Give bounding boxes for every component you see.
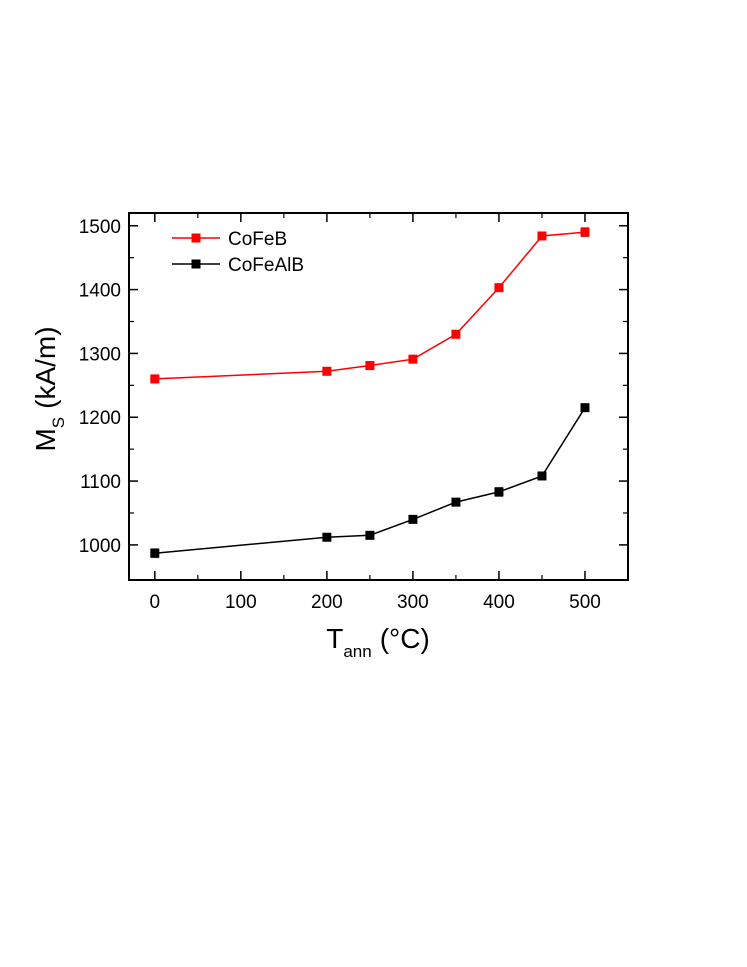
data-point-cofeb bbox=[408, 354, 418, 364]
data-point-cofealb bbox=[580, 403, 590, 413]
series-line-cofeb bbox=[154, 231, 586, 380]
x-tick-label: 0 bbox=[150, 592, 161, 613]
data-point-cofealb bbox=[537, 471, 547, 481]
x-tick-label: 200 bbox=[311, 592, 343, 613]
x-axis-title-main: T bbox=[326, 623, 343, 654]
x-tick-label: 400 bbox=[483, 592, 515, 613]
legend-label-cofeb: CoFeB bbox=[228, 229, 287, 250]
x-tick-label: 100 bbox=[225, 592, 257, 613]
data-point-cofeb bbox=[537, 231, 547, 241]
data-point-cofealb bbox=[494, 487, 504, 497]
plot-area bbox=[128, 212, 629, 581]
y-tick-label: 1100 bbox=[80, 472, 121, 493]
y-tick-label: 1000 bbox=[79, 536, 121, 557]
y-tick-label: 1300 bbox=[79, 344, 121, 365]
data-point-cofeb bbox=[322, 366, 332, 376]
data-point-cofeb bbox=[365, 361, 375, 371]
data-point-cofeb bbox=[451, 329, 461, 339]
data-point-cofealb bbox=[365, 530, 375, 540]
axes: 0 100 200 300 400 500 1000 1100 1200 1300 1400 1500 bbox=[79, 213, 628, 613]
series bbox=[150, 227, 590, 559]
data-point-cofeb bbox=[494, 283, 504, 293]
data-point-cofealb bbox=[150, 548, 160, 558]
series-line-cofealb bbox=[154, 407, 586, 554]
y-tick-label: 1200 bbox=[79, 408, 121, 429]
y-axis-title: MS (kA/m) bbox=[30, 326, 68, 451]
y-tick-label: 1400 bbox=[79, 281, 121, 302]
data-point-cofeb bbox=[150, 374, 160, 384]
legend-marker-cofealb bbox=[191, 259, 201, 269]
plot-frame bbox=[128, 212, 629, 581]
y-axis-title-sub: S bbox=[49, 417, 68, 428]
x-axis-title-unit: (°C) bbox=[380, 623, 430, 654]
data-point-cofeb bbox=[580, 227, 590, 237]
y-tick-label: 1500 bbox=[79, 217, 121, 238]
y-axis-title-main: M bbox=[30, 428, 61, 451]
x-tick-label: 300 bbox=[397, 592, 429, 613]
x-axis-title-sub: ann bbox=[343, 642, 371, 661]
data-point-cofealb bbox=[451, 497, 461, 507]
x-tick-label: 500 bbox=[569, 592, 601, 613]
x-axis-title: Tann (°C) bbox=[326, 623, 430, 661]
y-axis-title-unit: (kA/m) bbox=[30, 326, 61, 408]
legend-label-cofealb: CoFeAlB bbox=[228, 255, 304, 276]
legend: CoFeB CoFeAlB bbox=[172, 229, 304, 276]
data-point-cofealb bbox=[408, 514, 418, 524]
data-point-cofealb bbox=[322, 532, 332, 542]
legend-marker-cofeb bbox=[191, 233, 201, 243]
